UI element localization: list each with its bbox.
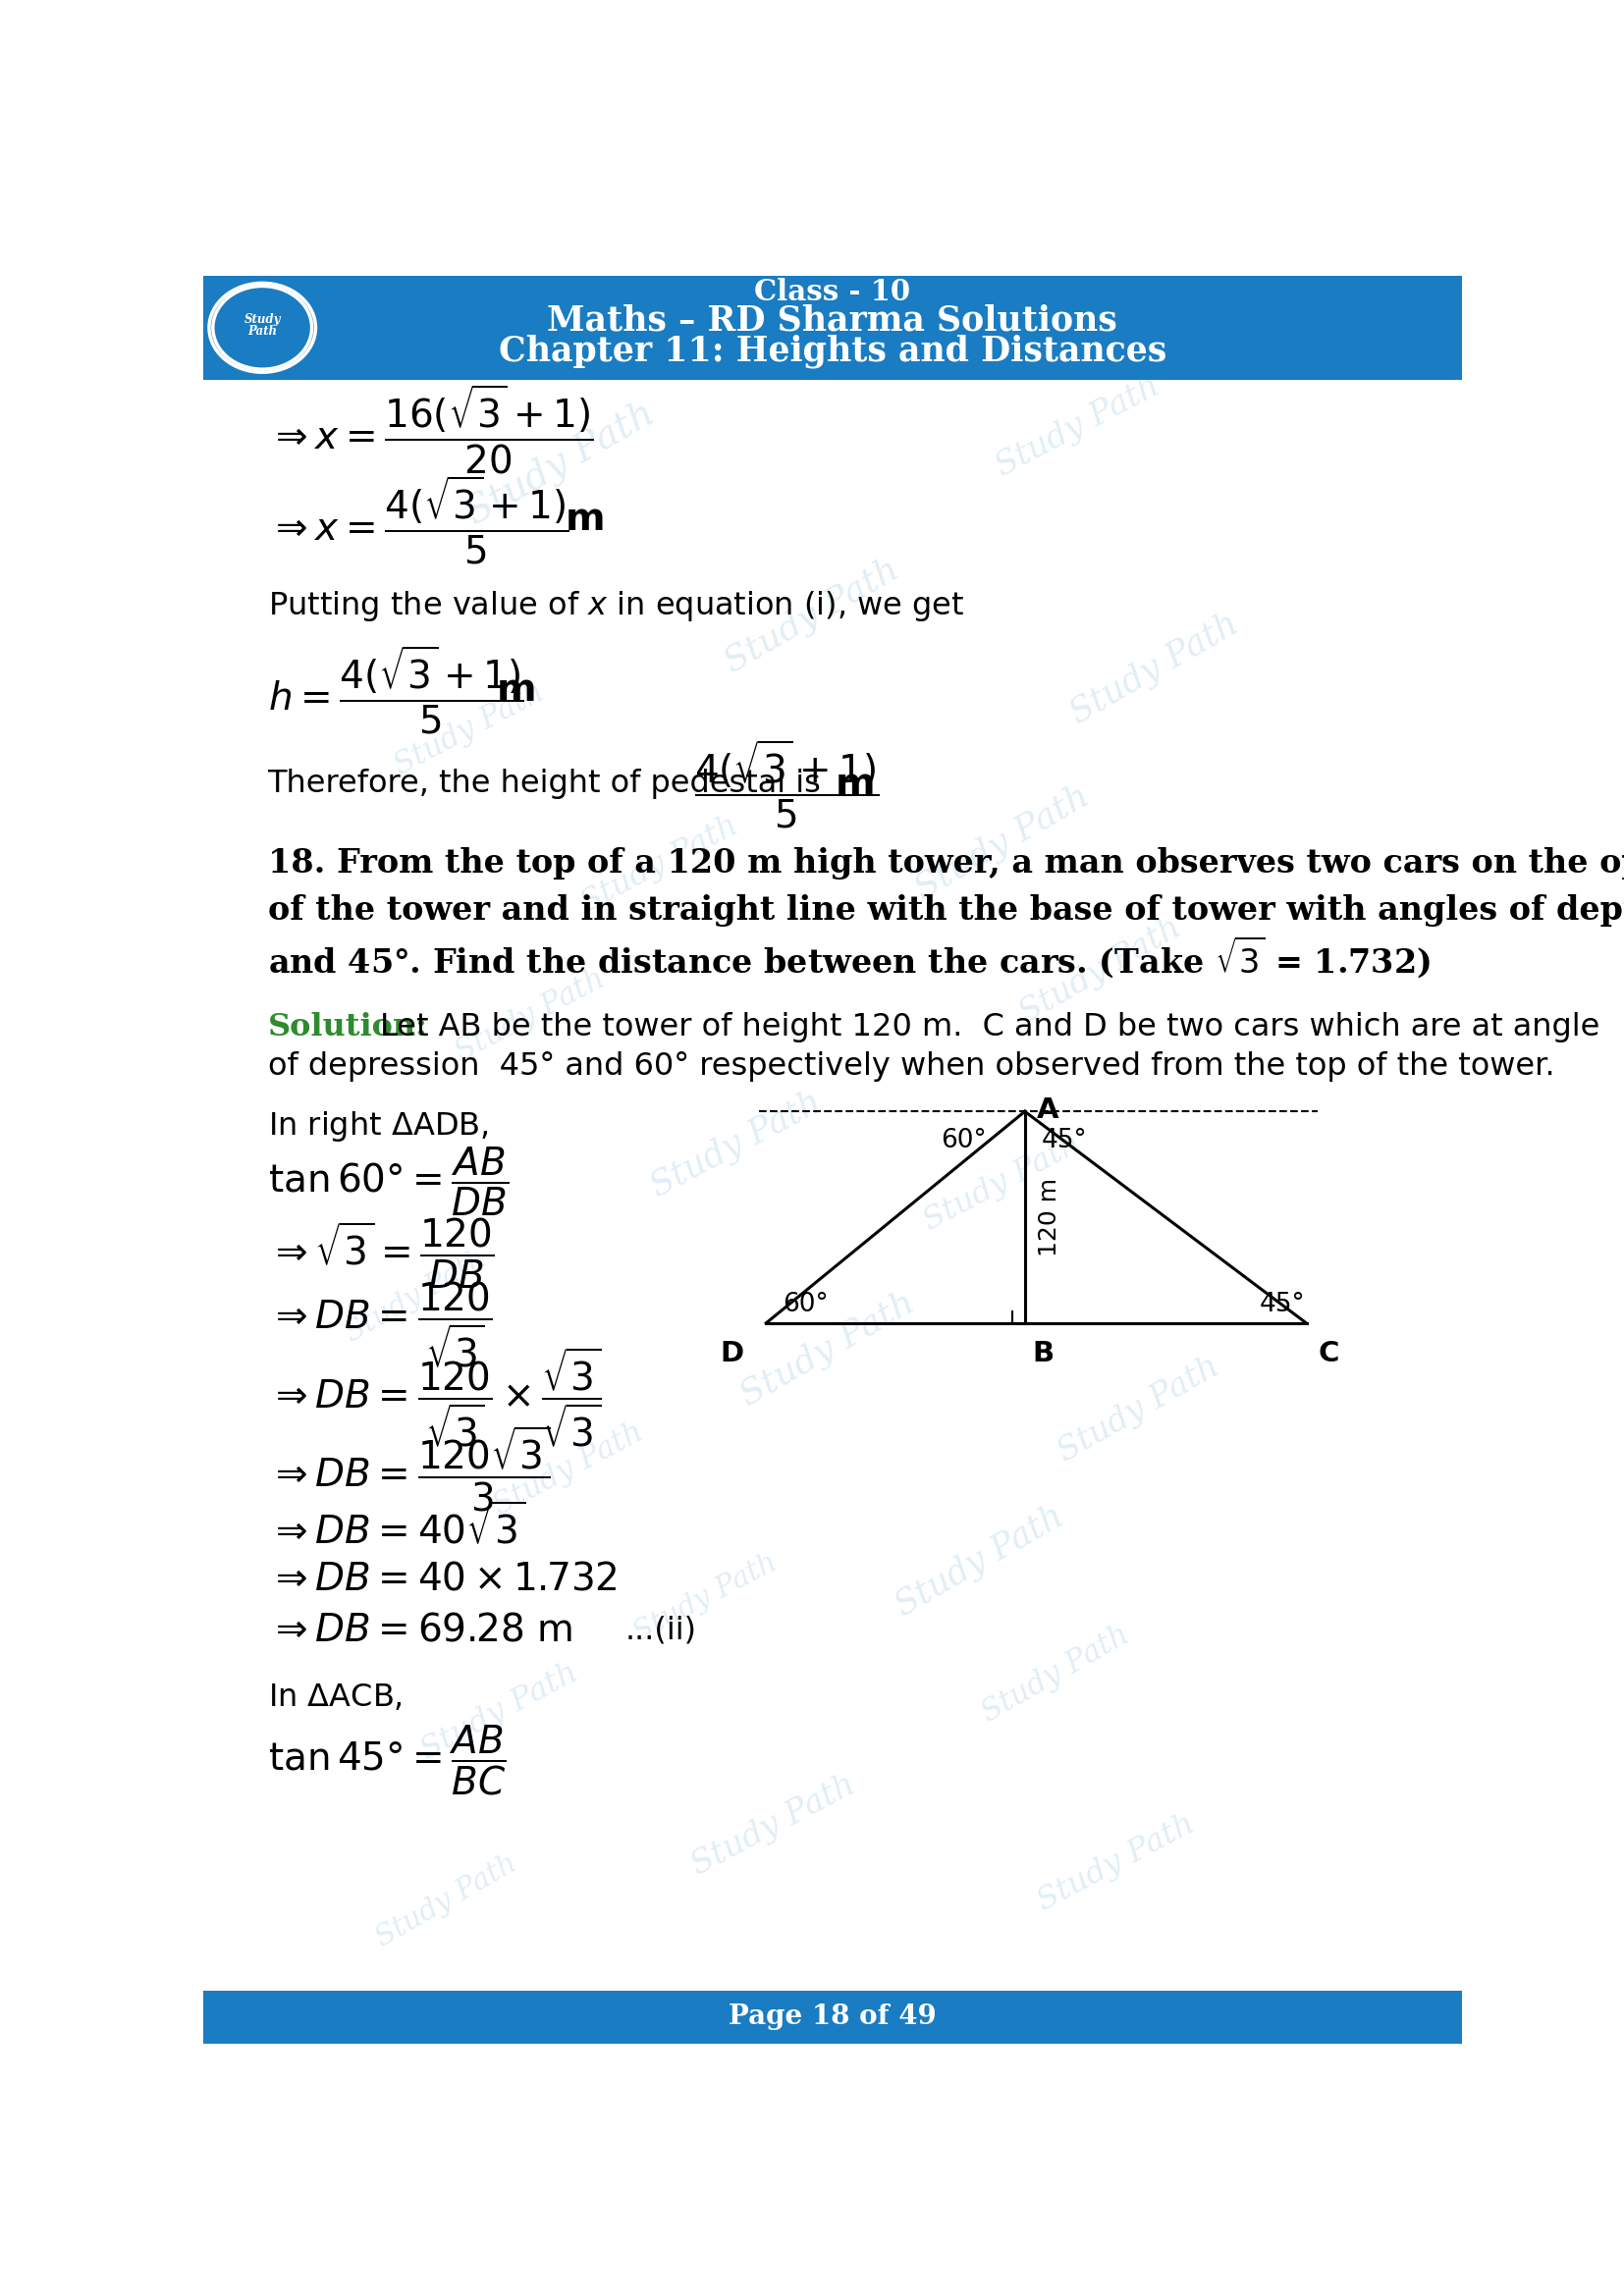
Text: Putting the value of $x$ in equation (i), we get: Putting the value of $x$ in equation (i)…: [268, 590, 965, 625]
Text: Study Path: Study Path: [1064, 606, 1244, 730]
Text: Study Path: Study Path: [489, 1417, 648, 1522]
Text: $\Rightarrow DB = 69.28$ m: $\Rightarrow DB = 69.28$ m: [268, 1612, 572, 1649]
Text: of depression  45° and 60° respectively when observed from the top of the tower.: of depression 45° and 60° respectively w…: [268, 1052, 1554, 1081]
Text: $\mathbf{m}$: $\mathbf{m}$: [835, 765, 874, 804]
Text: 45°: 45°: [1041, 1127, 1088, 1153]
Text: Study Path: Study Path: [390, 677, 549, 781]
Bar: [203, 1991, 1462, 2043]
Ellipse shape: [213, 287, 312, 370]
Text: Let AB be the tower of height 120 m.  C and D be two cars which are at angle: Let AB be the tower of height 120 m. C a…: [380, 1013, 1600, 1042]
Text: Study Path: Study Path: [450, 964, 611, 1068]
Bar: [203, 276, 1462, 379]
Text: and 45°. Find the distance between the cars. (Take $\sqrt{3}$ = 1.732): and 45°. Find the distance between the c…: [268, 934, 1431, 980]
Text: $\Rightarrow x = \dfrac{4(\sqrt{3}+1)}{5}$: $\Rightarrow x = \dfrac{4(\sqrt{3}+1)}{5…: [268, 473, 568, 567]
Text: C: C: [1317, 1341, 1338, 1366]
Text: Study Path: Study Path: [734, 1286, 921, 1412]
Text: $\Rightarrow x = \dfrac{16(\sqrt{3}+1)}{20}$: $\Rightarrow x = \dfrac{16(\sqrt{3}+1)}{…: [268, 381, 593, 475]
Text: Study Path: Study Path: [577, 810, 744, 918]
Text: $\Rightarrow DB = \dfrac{120}{\sqrt{3}} \times \dfrac{\sqrt{3}}{\sqrt{3}}$: $\Rightarrow DB = \dfrac{120}{\sqrt{3}} …: [268, 1345, 601, 1449]
Text: $\Rightarrow DB = 40\sqrt{3}$: $\Rightarrow DB = 40\sqrt{3}$: [268, 1504, 525, 1552]
Text: Study Path: Study Path: [718, 551, 905, 680]
Text: In $\Delta$ACB,: In $\Delta$ACB,: [268, 1683, 403, 1713]
Text: ...(ii): ...(ii): [625, 1614, 697, 1646]
Text: $\Rightarrow DB = \dfrac{120}{\sqrt{3}}$: $\Rightarrow DB = \dfrac{120}{\sqrt{3}}$: [268, 1281, 492, 1371]
Text: Maths – RD Sharma Solutions: Maths – RD Sharma Solutions: [547, 303, 1117, 338]
Text: Study Path: Study Path: [341, 1244, 492, 1348]
Text: A: A: [1038, 1095, 1059, 1123]
Text: 60°: 60°: [942, 1127, 987, 1153]
Text: Study: Study: [244, 312, 281, 326]
Text: D: D: [719, 1341, 744, 1366]
Text: 120 m: 120 m: [1038, 1178, 1060, 1256]
Text: Study Path: Study Path: [1015, 912, 1187, 1029]
Text: Solution:: Solution:: [268, 1013, 427, 1042]
Text: Study Path: Study Path: [628, 1550, 781, 1649]
Text: Study Path: Study Path: [909, 778, 1095, 907]
Text: $h = \dfrac{4(\sqrt{3}+1)}{5}$: $h = \dfrac{4(\sqrt{3}+1)}{5}$: [268, 643, 523, 737]
Text: $\Rightarrow \sqrt{3} = \dfrac{120}{DB}$: $\Rightarrow \sqrt{3} = \dfrac{120}{DB}$: [268, 1217, 494, 1290]
Text: $\tan 45° = \dfrac{AB}{BC}$: $\tan 45° = \dfrac{AB}{BC}$: [268, 1724, 505, 1798]
Text: Therefore, the height of pedestal is: Therefore, the height of pedestal is: [268, 769, 822, 799]
Text: 60°: 60°: [783, 1293, 828, 1318]
Text: $\dfrac{4(\sqrt{3}+1)}{5}$: $\dfrac{4(\sqrt{3}+1)}{5}$: [693, 737, 879, 831]
Text: Page 18 of 49: Page 18 of 49: [728, 2004, 937, 2030]
Text: Study Path: Study Path: [976, 1619, 1135, 1729]
Text: $\Rightarrow DB = \dfrac{120\sqrt{3}}{3}$: $\Rightarrow DB = \dfrac{120\sqrt{3}}{3}…: [268, 1424, 549, 1513]
Text: Study Path: Study Path: [1052, 1350, 1224, 1467]
Text: Class - 10: Class - 10: [754, 278, 911, 305]
Text: $\mathbf{m}$: $\mathbf{m}$: [565, 501, 603, 537]
Text: Study Path: Study Path: [416, 1658, 583, 1766]
Text: $\tan 60° = \dfrac{AB}{DB}$: $\tan 60° = \dfrac{AB}{DB}$: [268, 1146, 508, 1219]
Text: Study Path: Study Path: [687, 1768, 861, 1880]
Text: B: B: [1033, 1341, 1054, 1366]
Text: Study Path: Study Path: [460, 395, 661, 533]
Text: Study Path: Study Path: [1033, 1809, 1200, 1917]
Text: Study Path: Study Path: [991, 370, 1166, 482]
Text: In right $\Delta$ADB,: In right $\Delta$ADB,: [268, 1109, 489, 1143]
Text: $\mathbf{m}$: $\mathbf{m}$: [495, 670, 534, 709]
Text: Chapter 11: Heights and Distances: Chapter 11: Heights and Distances: [499, 335, 1166, 367]
Text: Study Path: Study Path: [372, 1848, 521, 1952]
Text: Study Path: Study Path: [888, 1499, 1069, 1623]
Text: Study Path: Study Path: [645, 1086, 827, 1203]
Text: 18. From the top of a 120 m high tower, a man observes two cars on the opposite : 18. From the top of a 120 m high tower, …: [268, 847, 1624, 879]
Text: $\Rightarrow DB = 40 \times 1.732$: $\Rightarrow DB = 40 \times 1.732$: [268, 1559, 617, 1598]
Text: of the tower and in straight line with the base of tower with angles of depressi: of the tower and in straight line with t…: [268, 893, 1624, 928]
Text: Study Path: Study Path: [918, 1127, 1086, 1238]
Text: Path: Path: [247, 326, 278, 338]
Text: 45°: 45°: [1259, 1293, 1306, 1318]
